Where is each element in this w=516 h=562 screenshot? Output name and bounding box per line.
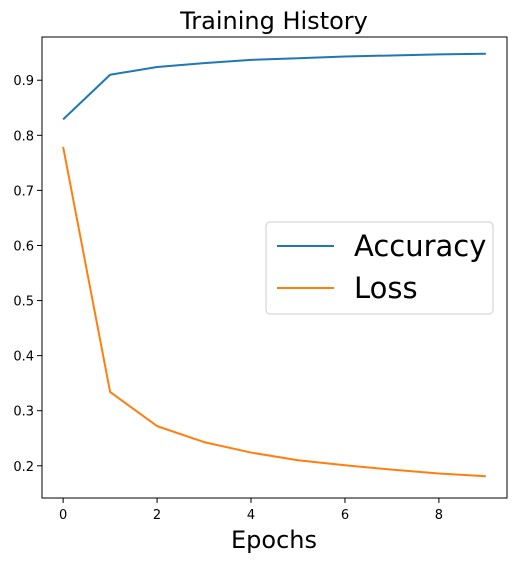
- legend-label-loss: Loss: [354, 271, 418, 305]
- series-line-loss: [62, 146, 486, 478]
- x-tick-label: 2: [153, 508, 161, 523]
- legend: Accuracy Loss: [265, 221, 494, 315]
- legend-label-accuracy: Accuracy: [354, 229, 486, 263]
- y-tick-label: 0.9: [13, 74, 34, 89]
- series-layer: [62, 52, 486, 478]
- axes-frame: [41, 36, 508, 499]
- y-tick-label: 0.3: [13, 405, 34, 420]
- x-tick-label: 8: [435, 508, 443, 523]
- y-tick-label: 0.4: [13, 350, 34, 365]
- x-tick-label: 6: [341, 508, 349, 523]
- x-tick-label: 0: [59, 508, 67, 523]
- series-line-accuracy: [62, 52, 486, 121]
- y-tick-label: 0.7: [13, 184, 34, 199]
- y-tick-label: 0.2: [13, 460, 34, 475]
- chart-title: Training History: [179, 7, 368, 35]
- axes-layer: 0 2 4 6 8 0.2 0.3 0.4 0.5 0.6 0.7 0.8 0.9: [13, 36, 508, 523]
- y-tick-label: 0.5: [13, 295, 34, 310]
- y-tick-label: 0.8: [13, 129, 34, 144]
- x-tick-label: 4: [247, 508, 255, 523]
- y-tick-label: 0.6: [13, 239, 34, 254]
- x-axis-label: Epochs: [231, 526, 317, 554]
